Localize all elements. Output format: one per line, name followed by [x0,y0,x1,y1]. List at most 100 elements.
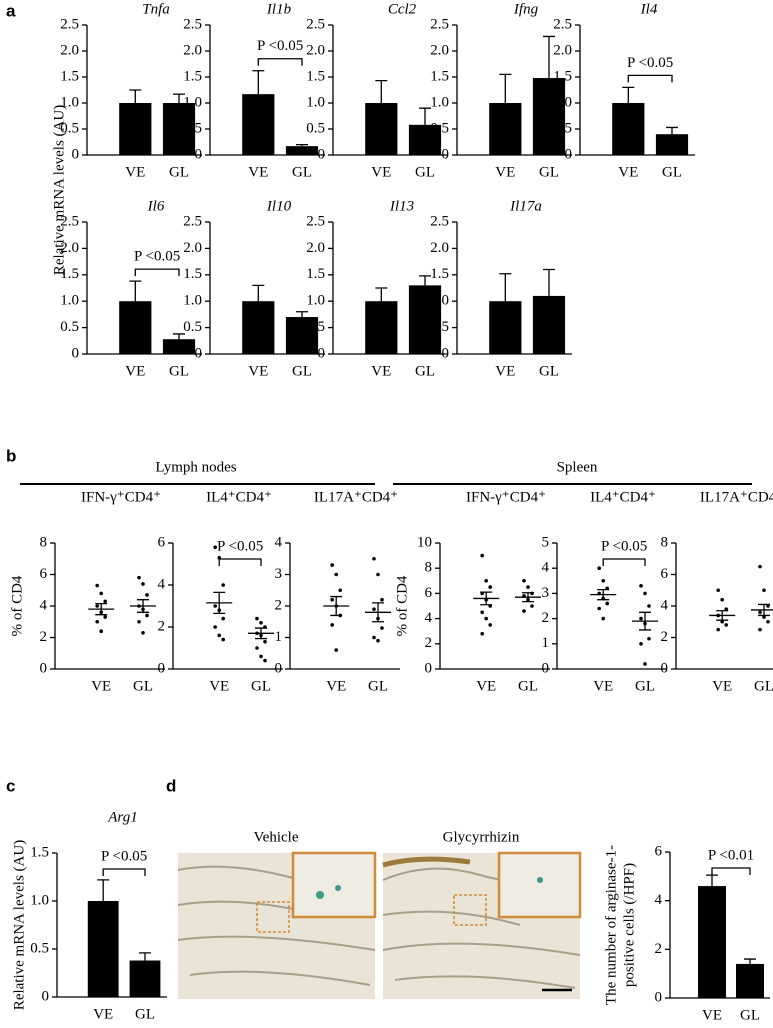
x-tick-label: GL [539,363,559,379]
point [758,610,762,615]
y-tick-label: 2.0 [306,240,325,256]
significance-bracket [257,58,303,66]
panel-label: d [166,776,176,795]
y-tick-label: 1.0 [430,94,449,110]
bar [119,301,152,354]
point [95,619,99,624]
point [380,597,384,602]
point [526,585,530,589]
point [372,607,376,611]
x-tick-label: GL [415,363,435,379]
point [643,591,647,596]
cell [335,885,341,891]
x-tick-label: VE [618,164,638,180]
y-tick-label: 1.0 [183,94,202,110]
point [213,625,217,629]
x-tick-label: VE [476,678,496,694]
bar [612,103,645,155]
point [330,597,335,602]
error-bar [622,86,635,103]
chart-title: IFN-γ⁺CD4⁺ [466,489,546,505]
bar [285,146,319,155]
error-bar [252,70,265,95]
y-tick-label: 1.0 [30,892,49,908]
point [95,583,99,588]
significance-label: P <0.05 [217,538,263,554]
point [213,604,217,608]
x-tick-label: GL [251,678,271,694]
sem-bar [716,610,729,621]
chart-title: IL4⁺CD4⁺ [590,489,656,505]
y-tick-label: 2.0 [430,42,449,58]
point [372,635,376,640]
x-tick-label: VE [209,678,229,694]
group-title: Lymph nodes [155,459,236,475]
x-tick-label: VE [712,678,732,694]
point [724,623,728,627]
error-bar [129,280,142,302]
y-axis-label: The number of arginase-1- [603,845,619,1005]
significance-label: P <0.05 [601,538,647,554]
bar [285,317,319,354]
significance-bracket [602,558,646,566]
point [145,613,149,618]
y-tick-label: 2.0 [553,42,572,58]
y-tick-label: 2.0 [183,240,202,256]
y-tick-label: 0 [318,146,326,162]
point [334,648,339,652]
significance-label: P <0.05 [134,249,180,265]
point [330,563,335,567]
y-axis-label: Relative mRNA levels (AU) [11,840,27,1010]
error-bar [375,287,388,302]
point [99,591,103,596]
bar [408,285,442,354]
error-bar [706,874,718,887]
point [762,615,766,619]
y-tick-label: 0 [425,660,433,676]
point [720,619,724,624]
point [488,623,493,627]
y-tick-label: 2.5 [430,213,449,229]
point [758,564,762,569]
error-bar [375,79,388,103]
bar [408,124,442,155]
point [330,623,335,627]
panel-label: a [6,1,16,20]
chart-title: Il6 [147,198,165,214]
y-tick-label: 2 [542,610,550,626]
error-bar [173,333,185,340]
y-tick-label: 0.5 [183,319,202,335]
image-title: Vehicle [254,829,299,845]
point [334,572,339,577]
inset [291,851,377,919]
chart-title: IFN-γ⁺CD4⁺ [81,489,161,505]
y-tick-label: 0.5 [60,120,79,136]
significance-label: P <0.05 [627,55,673,71]
y-tick-label: 2.5 [306,213,325,229]
point [480,553,485,558]
bar [532,295,566,354]
y-tick-label: 0.5 [60,319,79,335]
y-tick-label: 0 [275,660,283,676]
point [480,631,485,636]
point [380,626,384,630]
error-bar [744,958,756,964]
significance-label: P <0.05 [101,848,147,864]
y-tick-label: 6 [158,534,166,550]
bar [489,301,522,354]
y-tick-label: 4 [661,597,669,613]
sem-bar [480,591,493,606]
chart-title: Il10 [266,198,292,214]
point [716,588,720,593]
y-tick-label: 1.0 [183,293,202,309]
y-tick-label: 0.5 [430,319,449,335]
x-tick-label: VE [326,678,346,694]
y-tick-label: 0 [158,660,166,676]
chart-title: Ifng [513,1,539,17]
y-tick-label: 1.0 [306,94,325,110]
y-tick-label: 5 [542,534,550,550]
y-tick-label: 1.5 [306,266,325,282]
point [259,621,263,625]
error-bar [543,35,555,79]
